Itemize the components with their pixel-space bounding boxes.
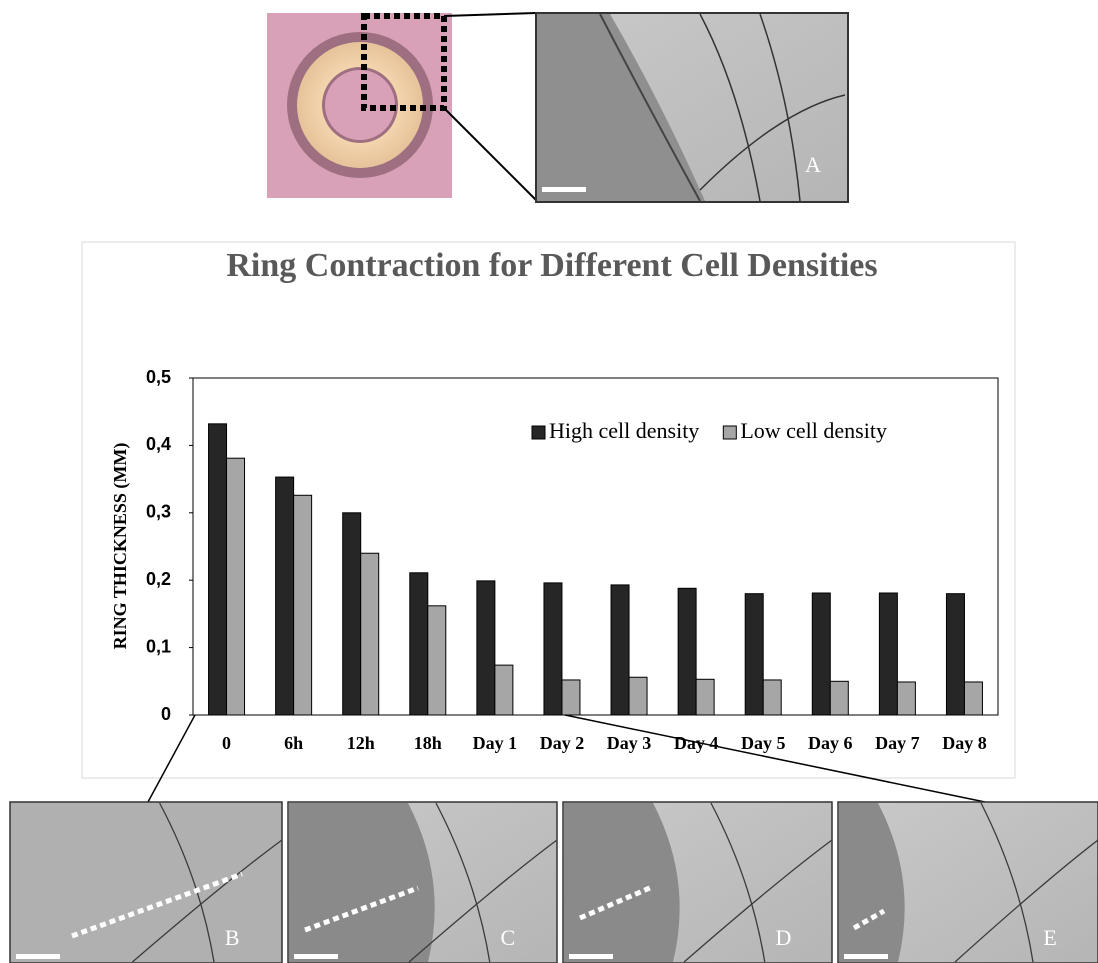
bar [361, 553, 379, 715]
micrograph: D [563, 802, 832, 963]
x-tick-label: Day 1 [473, 733, 518, 753]
legend-swatch [723, 426, 736, 439]
bar [964, 682, 982, 715]
bar [276, 477, 294, 715]
bar [897, 682, 915, 715]
bar [812, 593, 830, 715]
bar [830, 681, 848, 715]
micrograph-a: A [536, 13, 848, 202]
bar [410, 573, 428, 715]
bar [562, 680, 580, 715]
x-tick-label: Day 4 [674, 733, 719, 753]
bar [678, 588, 696, 715]
micrograph: C [288, 802, 557, 963]
y-tick-label: 0 [161, 704, 171, 724]
chart-title: Ring Contraction for Different Cell Dens… [226, 247, 877, 284]
bar [745, 594, 763, 715]
y-tick-label: 0,4 [146, 434, 171, 454]
scale-bar [844, 954, 888, 959]
x-tick-label: Day 8 [942, 733, 987, 753]
bar [343, 513, 361, 715]
bar [611, 585, 629, 715]
micrograph-panels: B C D E [10, 802, 1098, 963]
ring-schematic [267, 13, 536, 200]
x-tick-label: 0 [222, 733, 231, 753]
x-tick-label: Day 2 [540, 733, 585, 753]
y-axis-label: RING THICKNESS (MM) [110, 443, 131, 650]
micrograph-dark [289, 803, 435, 962]
panel-label: E [1043, 925, 1056, 950]
bar [428, 606, 446, 715]
x-tick-label: Day 7 [875, 733, 920, 753]
panel-label: B [225, 925, 240, 950]
legend-label: High cell density [549, 418, 699, 443]
bar [477, 581, 495, 715]
micrograph: B [10, 802, 282, 963]
x-tick-label: Day 5 [741, 733, 786, 753]
y-tick-label: 0,3 [146, 502, 171, 522]
bar [544, 583, 562, 715]
legend-swatch [532, 426, 545, 439]
x-tick-label: 6h [284, 733, 303, 753]
figure: A Ring Contraction for Different Cell De… [0, 0, 1098, 963]
panel-label: C [501, 925, 516, 950]
y-tick-label: 0,2 [146, 569, 171, 589]
bar [294, 495, 312, 715]
scale-bar [569, 954, 613, 959]
x-tick-label: Day 6 [808, 733, 853, 753]
panel-label: A [805, 152, 821, 177]
scale-bar [16, 954, 60, 959]
x-tick-label: Day 3 [607, 733, 652, 753]
bar [495, 665, 513, 715]
bar [763, 680, 781, 715]
bar [209, 424, 227, 715]
panel-label: D [776, 925, 792, 950]
micrograph: E [838, 802, 1098, 963]
bar [227, 458, 245, 715]
bar [696, 679, 714, 715]
bar [946, 594, 964, 715]
x-tick-label: 18h [414, 733, 442, 753]
micrograph-bg [10, 802, 282, 963]
bar [629, 677, 647, 715]
micrograph-dark [564, 803, 680, 962]
legend-label: Low cell density [740, 418, 887, 443]
scale-bar [294, 954, 338, 959]
y-tick-label: 0,5 [146, 367, 171, 387]
y-tick-label: 0,1 [146, 636, 171, 656]
x-tick-label: 12h [347, 733, 375, 753]
bar [879, 593, 897, 715]
